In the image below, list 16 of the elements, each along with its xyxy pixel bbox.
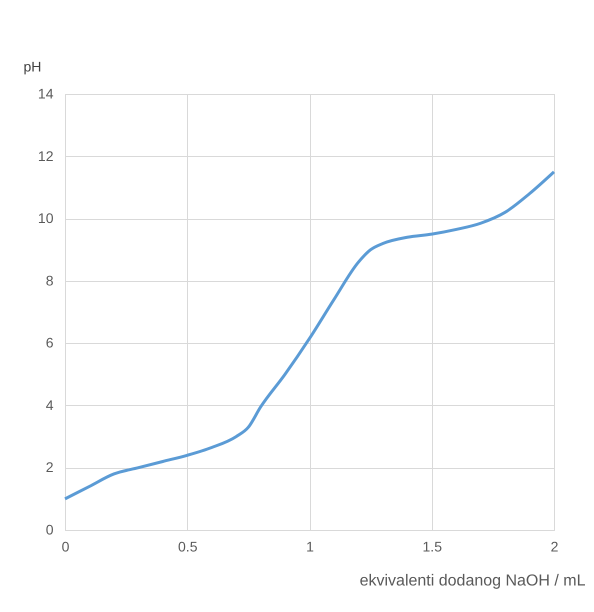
x-tick-label: 0.5	[178, 538, 198, 554]
y-tick-label: 4	[46, 396, 54, 413]
y-tick-label: 8	[46, 272, 54, 288]
x-tick-label: 1	[306, 538, 314, 554]
y-tick-label: 10	[38, 210, 54, 226]
x-tick-label: 1.5	[422, 538, 442, 554]
y-tick-label: 2	[46, 459, 54, 476]
y-axis-title: pH	[24, 58, 42, 74]
x-tick-label: 0	[62, 538, 70, 554]
x-axis-title: ekvivalenti dodanog NaOH / mL	[360, 572, 586, 590]
line-series	[64, 170, 556, 500]
y-tick-label: 12	[38, 148, 54, 164]
y-tick-label: 14	[38, 86, 54, 102]
x-tick-label: 2	[550, 538, 559, 554]
y-tick-label: 6	[46, 334, 54, 351]
y-tick-label: 0	[46, 522, 54, 538]
